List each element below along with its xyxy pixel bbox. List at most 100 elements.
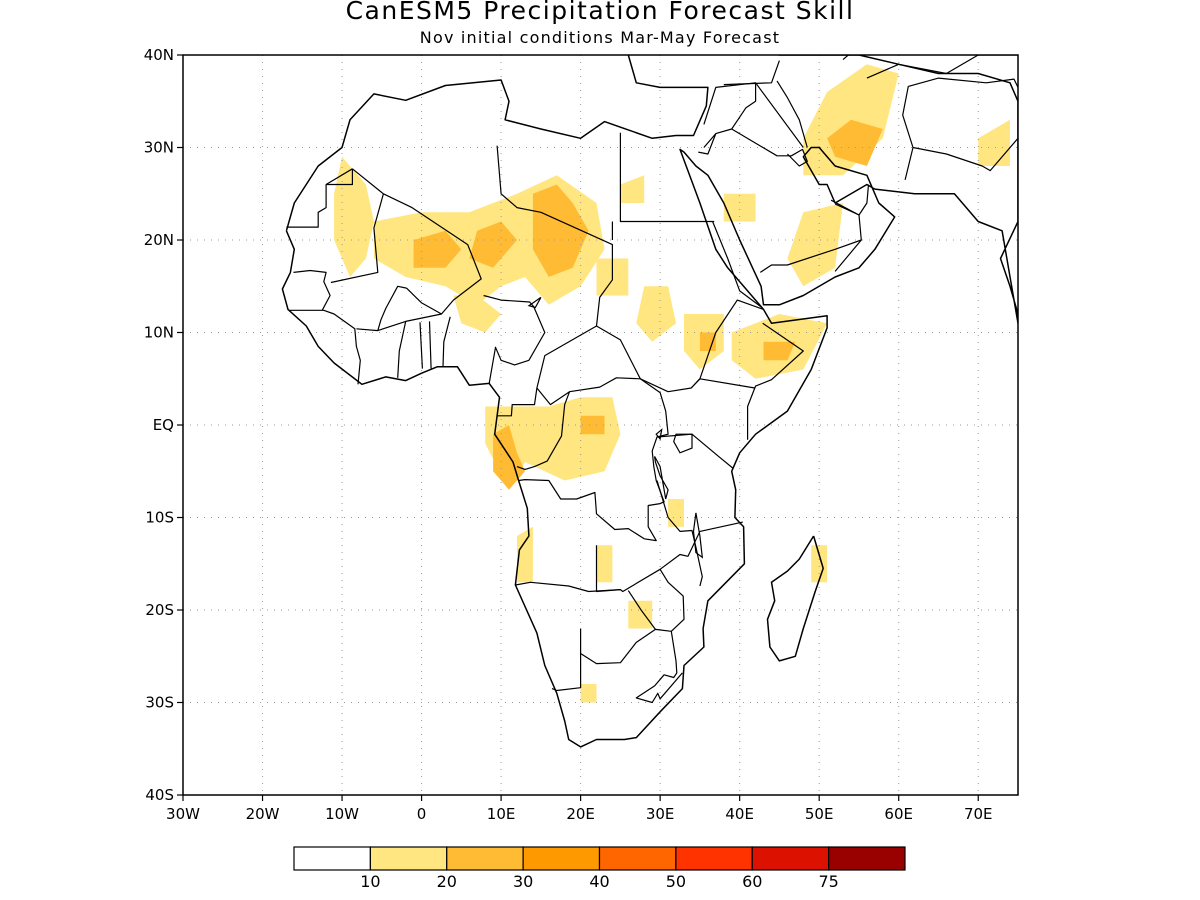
colorbar-label: 60 <box>742 872 762 891</box>
lon-tick-label: 20W <box>246 805 280 823</box>
lat-tick-label: EQ <box>153 416 174 434</box>
country-border-5 <box>518 377 669 542</box>
map-title: CanESM5 Precipitation Forecast Skill <box>345 0 855 25</box>
skill-area-13 <box>723 193 756 222</box>
lat-tick-label: 20S <box>145 601 174 619</box>
lake-4 <box>527 296 542 309</box>
lake-2 <box>692 512 704 559</box>
colorbar-swatch-6 <box>751 846 830 871</box>
skill-area-4 <box>532 184 589 277</box>
colorbar-swatch-0 <box>293 846 371 871</box>
country-border-14 <box>656 480 703 587</box>
country-border-36 <box>442 316 451 367</box>
country-border-21 <box>723 60 780 86</box>
skill-area-24 <box>811 545 828 583</box>
country-border-18 <box>703 82 757 148</box>
country-border-12 <box>659 568 685 632</box>
colorbar: 10 20 30 40 50 60 75 <box>293 846 906 891</box>
skill-area-23 <box>628 600 653 629</box>
lon-tick-label: 70E <box>964 805 993 823</box>
skill-area-22 <box>596 545 613 583</box>
country-border-34 <box>419 322 423 369</box>
lon-tick-label: 40E <box>725 805 754 823</box>
colorbar-label: 10 <box>360 872 380 891</box>
lat-tick-label: 30N <box>144 139 174 157</box>
lat-tick-label: 40S <box>145 786 174 804</box>
skill-area-25 <box>668 499 684 527</box>
colorbar-swatch-7 <box>828 846 906 871</box>
lake-3 <box>655 428 663 441</box>
skill-area-10 <box>699 332 716 351</box>
country-border-22 <box>755 82 804 148</box>
lat-tick-label: 30S <box>145 694 174 712</box>
country-border-9 <box>551 628 582 692</box>
colorbar-swatch-3 <box>522 846 601 871</box>
lake-0 <box>673 433 693 454</box>
country-border-16 <box>754 322 804 389</box>
colorbar-label: 30 <box>513 872 533 891</box>
lon-tick-label: 20E <box>566 805 595 823</box>
skill-area-12 <box>763 341 796 361</box>
country-border-4 <box>497 325 597 417</box>
country-border-17 <box>712 221 763 308</box>
country-border-39 <box>286 168 353 228</box>
country-border-2 <box>619 132 715 223</box>
skill-area-5 <box>453 295 502 333</box>
coastline-layer <box>281 55 1018 748</box>
africa-coastline <box>281 55 1018 748</box>
skill-area-16 <box>827 119 883 166</box>
skill-area-26 <box>580 684 597 703</box>
country-border-19 <box>698 133 717 155</box>
country-border-41 <box>330 193 384 284</box>
country-border-1 <box>496 145 764 393</box>
lon-tick-label: 30W <box>166 805 200 823</box>
country-border-38 <box>293 269 331 311</box>
country-border-28 <box>912 137 1018 172</box>
country-border-32 <box>397 321 407 378</box>
country-border-31 <box>406 287 442 315</box>
colorbar-label: 20 <box>437 872 457 891</box>
lon-tick-label: 50E <box>805 805 834 823</box>
lake-1 <box>654 456 669 500</box>
colorbar-swatch-1 <box>369 846 448 871</box>
country-border-27 <box>902 77 1018 181</box>
lon-tick-label: 0 <box>417 805 427 823</box>
country-border-13 <box>656 433 734 469</box>
madagascar-coastline <box>766 535 824 662</box>
country-border-35 <box>428 321 432 369</box>
skill-area-6 <box>620 175 645 203</box>
skill-area-8 <box>636 286 676 342</box>
map-subtitle: Nov initial conditions Mar-May Forecast <box>419 28 781 47</box>
lon-tick-label: 10E <box>487 805 516 823</box>
country-border-29 <box>866 55 1018 79</box>
skill-area-17 <box>978 119 1010 166</box>
lon-tick-label: 60E <box>884 805 913 823</box>
country-border-20 <box>731 128 808 167</box>
colorbar-label: 50 <box>666 872 686 891</box>
colorbar-swatch-2 <box>446 846 524 871</box>
country-border-11 <box>627 590 656 630</box>
skill-area-14 <box>787 203 843 287</box>
country-border-0 <box>352 168 482 332</box>
colorbar-swatch-4 <box>598 846 677 871</box>
lat-tick-label: 40N <box>144 46 174 64</box>
skill-area-3 <box>469 221 517 268</box>
lon-tick-label: 30E <box>646 805 675 823</box>
lat-tick-label: 10N <box>144 324 174 342</box>
country-border-42 <box>483 294 546 384</box>
colorbar-label: 75 <box>818 872 838 891</box>
country-border-10 <box>580 628 683 704</box>
country-border-24 <box>834 203 862 272</box>
country-border-33 <box>288 309 361 385</box>
country-border-26 <box>759 239 862 273</box>
skill-area-20 <box>580 415 605 435</box>
skill-area-21 <box>517 526 533 583</box>
skill-area-0 <box>334 156 374 277</box>
country-border-25 <box>830 184 870 216</box>
country-border-8 <box>515 581 621 593</box>
colorbar-swatch-5 <box>675 846 753 871</box>
lat-tick-label: 10S <box>145 509 174 527</box>
lat-tick-label: 20N <box>144 231 174 249</box>
